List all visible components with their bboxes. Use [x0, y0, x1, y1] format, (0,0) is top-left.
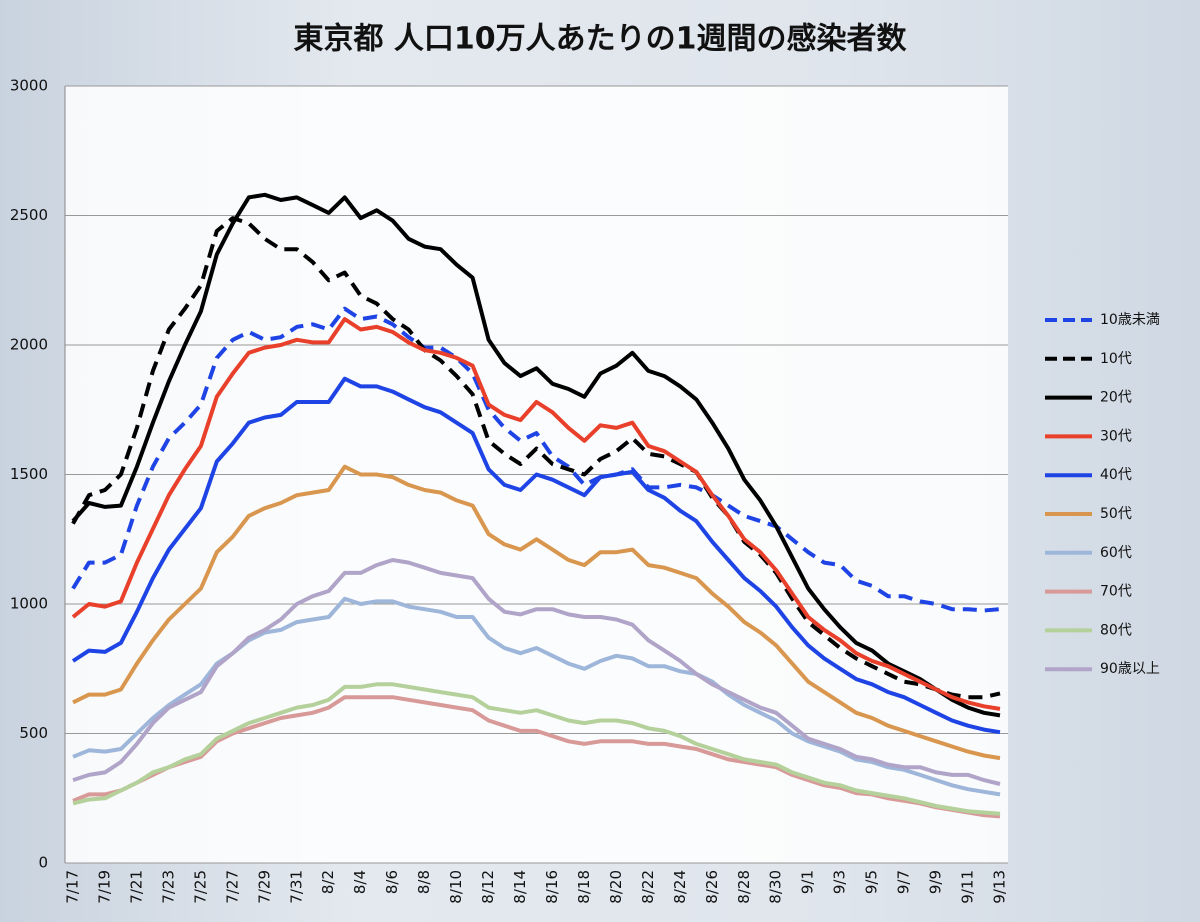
legend-label: 50代 [1100, 506, 1132, 522]
x-tick-label: 8/22 [639, 870, 657, 904]
legend-label: 40代 [1100, 467, 1132, 483]
x-tick-label: 9/13 [991, 870, 1009, 904]
series-line [72, 695, 1001, 819]
legend-label: 70代 [1100, 584, 1132, 600]
y-tick-label: 1000 [10, 595, 48, 613]
x-tick-label: 7/19 [95, 870, 113, 904]
series-line [71, 317, 1001, 711]
x-tick-label: 9/3 [831, 870, 849, 894]
x-tick-label: 8/20 [607, 870, 625, 904]
legend-label: 20代 [1100, 390, 1132, 406]
x-tick-label: 8/18 [575, 870, 593, 904]
x-tick-label: 8/26 [703, 870, 721, 904]
y-tick-label: 2000 [10, 336, 48, 354]
x-tick-label: 8/8 [415, 870, 433, 894]
legend-label: 30代 [1100, 428, 1132, 444]
x-tick-label: 8/14 [511, 870, 529, 904]
series-line [72, 682, 1001, 816]
x-tick-label: 7/17 [64, 870, 82, 904]
x-tick-label: 8/6 [383, 870, 401, 894]
y-tick-label: 3000 [10, 77, 48, 95]
series-line [71, 192, 1001, 718]
legend-label: 10歳未満 [1100, 312, 1160, 328]
x-tick-label: 9/5 [863, 870, 881, 894]
x-tick-label: 8/4 [351, 870, 369, 894]
x-tick-label: 9/1 [799, 870, 817, 894]
legend-label: 60代 [1100, 545, 1132, 561]
x-tick-label: 8/24 [671, 870, 689, 904]
series-line [71, 306, 1001, 613]
y-tick-label: 500 [19, 724, 48, 742]
x-tick-label: 8/10 [447, 870, 465, 904]
x-tick-label: 7/31 [287, 870, 305, 904]
x-tick-label: 7/23 [159, 870, 177, 904]
x-tick-label: 7/27 [223, 870, 241, 904]
legend-label: 80代 [1100, 622, 1132, 638]
y-tick-label: 1500 [10, 465, 48, 483]
legend-label: 90歳以上 [1100, 661, 1160, 677]
y-tick-label: 2500 [10, 206, 48, 224]
x-tick-label: 9/7 [895, 870, 913, 894]
series-line [71, 216, 1001, 700]
x-tick-label: 8/16 [543, 870, 561, 904]
series-line [72, 464, 1001, 761]
x-tick-label: 7/29 [255, 870, 273, 904]
chart-title: 東京都 人口10万人あたりの1週間の感染者数 [293, 22, 907, 57]
y-tick-label: 0 [38, 854, 48, 872]
x-tick-label: 7/25 [191, 870, 209, 904]
x-tick-label: 9/9 [927, 870, 945, 894]
x-tick-label: 9/11 [959, 870, 977, 904]
legend-label: 10代 [1100, 351, 1132, 367]
series-line [71, 376, 1001, 735]
series-line [72, 558, 1001, 786]
x-tick-label: 8/2 [319, 870, 337, 894]
x-tick-label: 7/21 [127, 870, 145, 904]
x-tick-label: 8/28 [735, 870, 753, 904]
x-tick-label: 8/12 [479, 870, 497, 904]
x-tick-label: 8/30 [767, 870, 785, 904]
